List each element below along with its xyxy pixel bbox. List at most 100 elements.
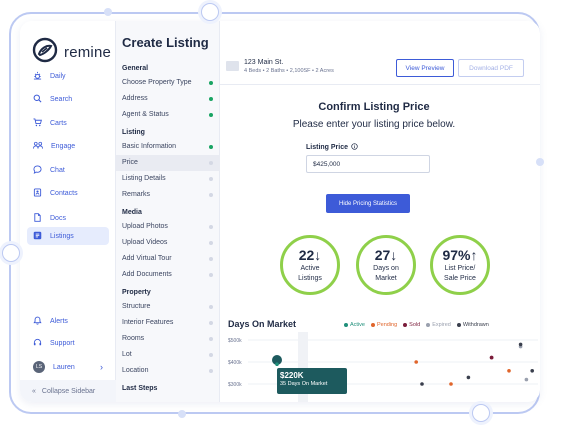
- user-menu[interactable]: LS Lauren ›: [27, 358, 109, 376]
- stat-label-line1: List Price/: [444, 265, 476, 272]
- stat-value: 97%↑: [433, 248, 487, 263]
- step-item[interactable]: Address: [116, 91, 220, 107]
- download-pdf-button[interactable]: Download PDF: [458, 59, 524, 77]
- step-item[interactable]: Price: [116, 155, 220, 171]
- step-item[interactable]: Lot: [116, 347, 220, 363]
- steps-list: General Choose Property Type Address Agent …: [116, 59, 220, 395]
- data-point-pending[interactable]: [449, 382, 453, 386]
- step-complete-dot: [209, 81, 213, 85]
- step-pending-dot: [209, 273, 213, 277]
- step-item[interactable]: Add Documents: [116, 267, 220, 283]
- data-point-expired[interactable]: [524, 377, 529, 382]
- chevron-right-icon: ›: [100, 362, 103, 372]
- nav-item-daily[interactable]: Daily: [27, 67, 109, 85]
- step-item[interactable]: Choose Property Type: [116, 75, 220, 91]
- step-item[interactable]: Location: [116, 363, 220, 379]
- data-point-withdrawn[interactable]: [530, 369, 534, 373]
- nav-item-alerts[interactable]: Alerts: [27, 312, 109, 330]
- y-tick-label: $400k: [228, 360, 242, 366]
- nav-item-contacts[interactable]: Contacts: [27, 184, 109, 202]
- stat-days-on-market: 27↓ Days on Market: [356, 235, 416, 295]
- nav-item-carts[interactable]: Carts: [27, 114, 109, 132]
- collapse-sidebar-button[interactable]: « Collapse Sidebar: [20, 380, 116, 402]
- step-label: Agent & Status: [122, 111, 169, 118]
- legend-item[interactable]: Active: [344, 322, 365, 328]
- step-label: Structure: [122, 303, 151, 310]
- legend-label: Expired: [432, 322, 451, 328]
- y-tick-label: $500k: [228, 338, 242, 344]
- tooltip-detail: 35 Days On Market: [280, 381, 328, 387]
- legend-label: Sold: [409, 322, 421, 328]
- step-complete-dot: [209, 97, 213, 101]
- nav-label: Docs: [50, 214, 66, 222]
- decorative-dot: [178, 410, 186, 418]
- remine-logo-icon: [32, 37, 58, 68]
- nav-item-chat[interactable]: Chat: [27, 161, 109, 179]
- section-heading: Media: [122, 209, 142, 216]
- data-point-pending[interactable]: [414, 360, 418, 364]
- nav-item-listings[interactable]: Listings: [27, 227, 109, 245]
- step-item[interactable]: Rooms: [116, 331, 220, 347]
- user-name: Lauren: [53, 363, 75, 371]
- step-label: Location: [122, 367, 149, 374]
- step-item[interactable]: Remarks: [116, 187, 220, 203]
- step-label: Price: [122, 159, 138, 166]
- step-label: Upload Videos: [122, 239, 168, 246]
- data-point-pending[interactable]: [507, 369, 511, 373]
- listing-price-input[interactable]: [306, 155, 430, 173]
- section-heading: Last Steps: [122, 385, 158, 392]
- step-item[interactable]: Interior Features: [116, 315, 220, 331]
- step-item[interactable]: Add Virtual Tour: [116, 251, 220, 267]
- page-title: Create Listing: [122, 35, 209, 50]
- step-item[interactable]: Listing Details: [116, 171, 220, 187]
- data-point-active[interactable]: [275, 362, 279, 366]
- step-item[interactable]: Upload Photos: [116, 219, 220, 235]
- legend-dot: [456, 323, 461, 327]
- legend-dot: [370, 323, 375, 327]
- step-item[interactable]: Agent & Status: [116, 107, 220, 123]
- section-heading: General: [122, 65, 149, 72]
- confirm-price-title: Confirm Listing Price: [318, 101, 430, 113]
- collapse-sidebar-label: Collapse Sidebar: [41, 387, 96, 395]
- nav-item-search[interactable]: Search: [27, 90, 109, 108]
- data-point-sold[interactable]: [489, 355, 494, 360]
- legend-item[interactable]: Withdrawn: [456, 322, 489, 328]
- brand-logo[interactable]: remine: [32, 37, 111, 68]
- nav-item-support[interactable]: Support: [27, 334, 109, 352]
- stat-label-line2: Listings: [298, 275, 322, 282]
- nav-item-docs[interactable]: Docs: [27, 209, 109, 227]
- step-item[interactable]: Structure: [116, 299, 220, 315]
- legend-item[interactable]: Pending: [370, 322, 397, 328]
- data-point-withdrawn[interactable]: [518, 342, 523, 347]
- legend-dot: [403, 323, 408, 327]
- step-pending-dot: [209, 177, 213, 181]
- nav-label: Search: [50, 95, 73, 103]
- hide-pricing-statistics-button[interactable]: Hide Pricing Statistics: [326, 194, 410, 213]
- view-preview-button[interactable]: View Preview: [396, 59, 454, 77]
- data-point-withdrawn[interactable]: [420, 382, 424, 386]
- section-heading: Listing: [122, 129, 145, 136]
- avatar: LS: [33, 361, 45, 373]
- step-label: Upload Photos: [122, 223, 168, 230]
- brand-name: remine: [64, 44, 112, 61]
- step-pending-dot: [209, 353, 213, 357]
- step-item[interactable]: Upload Videos: [116, 235, 220, 251]
- stat-active-listings: 22↓ Active Listings: [280, 235, 340, 295]
- nav-label: Daily: [50, 72, 66, 80]
- nav-item-engage[interactable]: Engage: [27, 137, 109, 155]
- stat-value: 27↓: [359, 248, 413, 263]
- support-icon: [33, 338, 42, 349]
- step-item[interactable]: Basic Information: [116, 139, 220, 155]
- chat-bubble-icon: [33, 164, 42, 176]
- days-on-market-chart[interactable]: $500k $400k $300k: [220, 332, 540, 402]
- step-label: Add Documents: [122, 271, 172, 278]
- legend-item[interactable]: Expired: [426, 322, 451, 328]
- legend-item[interactable]: Sold: [403, 322, 420, 328]
- stat-number: 97%: [442, 247, 471, 263]
- data-point-withdrawn[interactable]: [466, 375, 471, 380]
- subject-property-marker[interactable]: [272, 355, 282, 365]
- legend-label: Withdrawn: [462, 322, 489, 328]
- step-complete-dot: [209, 113, 213, 117]
- hover-column: [298, 332, 308, 402]
- info-icon[interactable]: [351, 143, 358, 152]
